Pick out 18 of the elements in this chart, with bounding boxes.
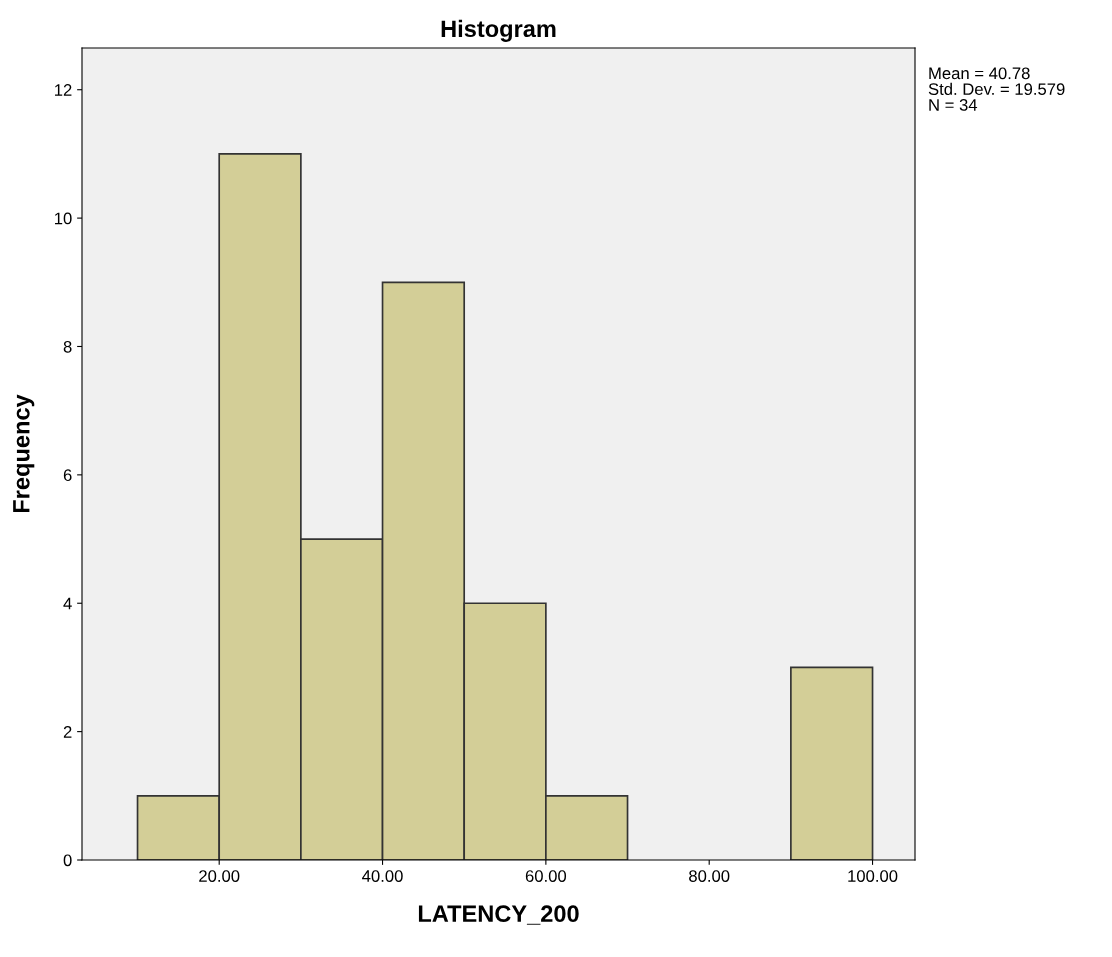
y-tick-label: 8 xyxy=(63,340,72,353)
x-tick-label: 100.00 xyxy=(848,870,898,882)
chart-title: Histogram xyxy=(441,19,556,42)
text: Mean = 40.78 xyxy=(929,67,1030,80)
x-tick-label: 20.00 xyxy=(199,870,240,882)
text: N = 34 xyxy=(929,99,978,111)
x-tick-label: 40.00 xyxy=(362,870,403,882)
y-tick-label: 6 xyxy=(63,469,72,482)
x-axis-title: LATENCY_200 xyxy=(418,905,579,925)
y-axis-title: Frequency xyxy=(13,394,35,513)
x-tick-label: 60.00 xyxy=(525,870,567,882)
x-tick-label: 80.00 xyxy=(689,870,730,882)
y-tick-label: 2 xyxy=(63,726,72,738)
y-tick-label: 12 xyxy=(55,84,72,96)
text: Std. Dev. = 19.579 xyxy=(928,82,1065,96)
y-tick-label: 4 xyxy=(63,597,72,610)
y-tick-label: 10 xyxy=(55,212,72,225)
y-tick-label: 0 xyxy=(63,854,72,867)
